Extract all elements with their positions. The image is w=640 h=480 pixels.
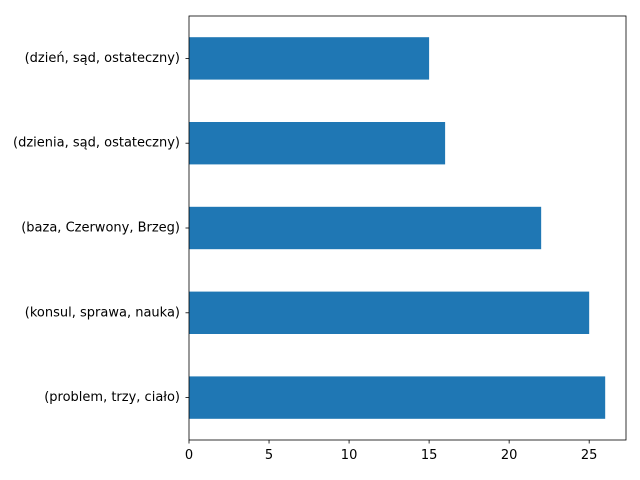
x-tick-label-0: 0 <box>185 448 193 463</box>
x-tick-label-5: 25 <box>581 448 598 463</box>
bar-2 <box>189 206 542 250</box>
y-tick-label-0: (dzień, sąd, ostateczny) <box>25 51 180 66</box>
bar-3 <box>189 291 590 334</box>
bars <box>189 37 606 419</box>
y-tick-label-2: (baza, Czerwony, Brzeg) <box>21 221 180 236</box>
y-axis-ticks: (dzień, sąd, ostateczny) (dzienia, sąd, o… <box>13 51 189 405</box>
x-tick-label-2: 10 <box>341 448 358 463</box>
x-tick-label-4: 20 <box>501 448 518 463</box>
bar-4 <box>189 376 606 419</box>
y-tick-label-1: (dzienia, sąd, ostateczny) <box>13 136 180 151</box>
bar-1 <box>189 122 446 165</box>
x-tick-label-1: 5 <box>265 448 273 463</box>
bar-0 <box>189 37 430 80</box>
y-tick-label-4: (problem, trzy, ciało) <box>44 390 180 405</box>
x-axis-ticks: 0 5 10 15 20 25 <box>185 440 598 463</box>
x-tick-label-3: 15 <box>421 448 438 463</box>
y-tick-label-3: (konsul, sprawa, nauka) <box>25 305 180 320</box>
